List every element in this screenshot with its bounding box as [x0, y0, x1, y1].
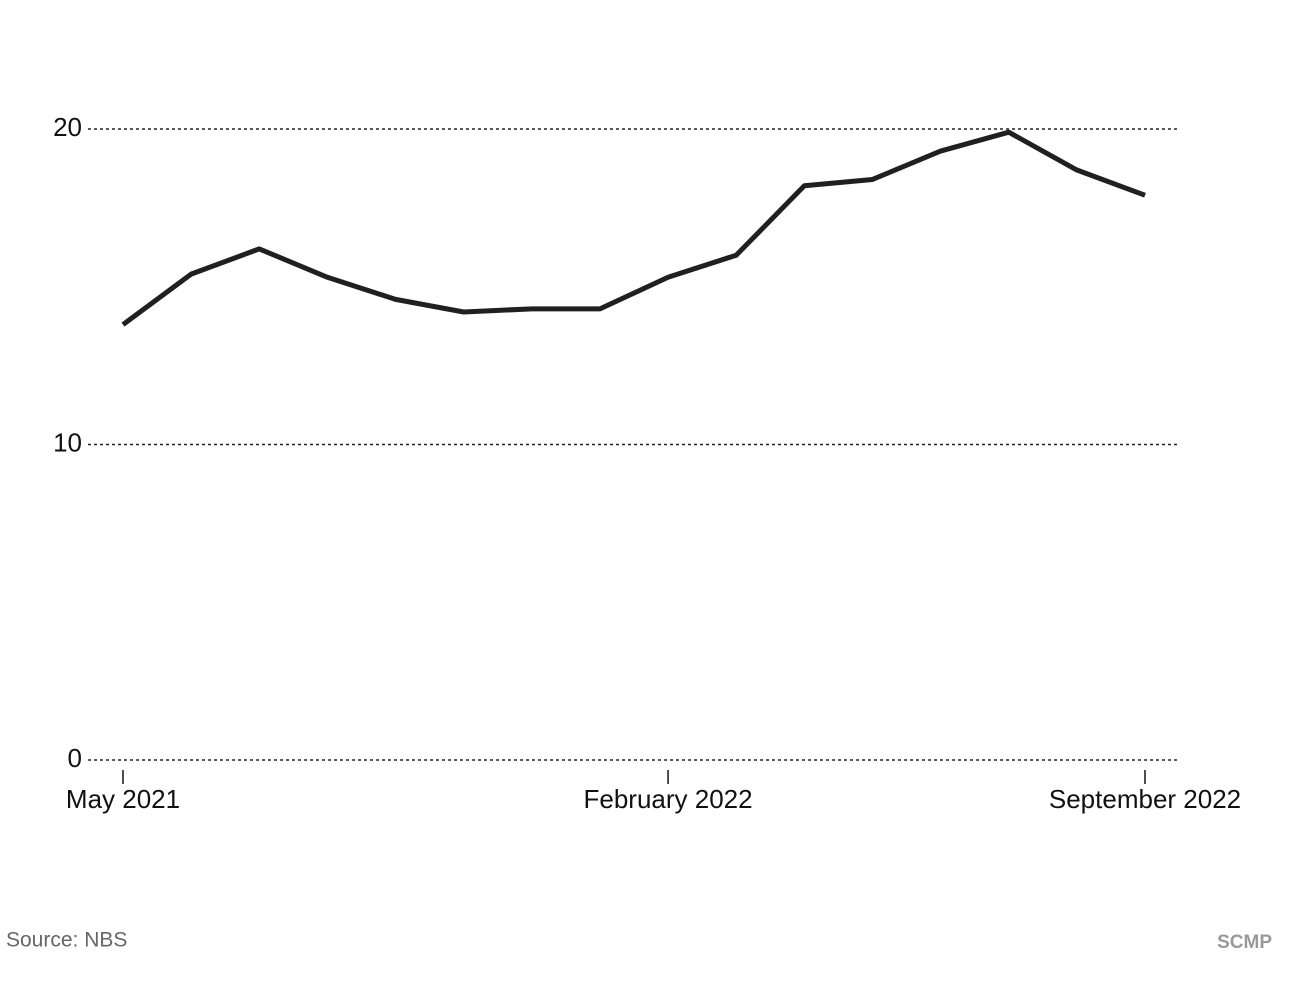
x-tick-label: May 2021	[66, 784, 180, 814]
source: Source: NBS	[6, 929, 127, 952]
y-tick-label: 0	[68, 743, 82, 773]
credit: SCMP	[1217, 932, 1272, 953]
line	[121, 129, 1146, 327]
y-tick-label: 20	[53, 112, 82, 142]
x-tick-label: September 2022	[1049, 784, 1241, 814]
x-tick-label: February 2022	[584, 784, 753, 814]
y-tick-label: 10	[53, 427, 82, 457]
